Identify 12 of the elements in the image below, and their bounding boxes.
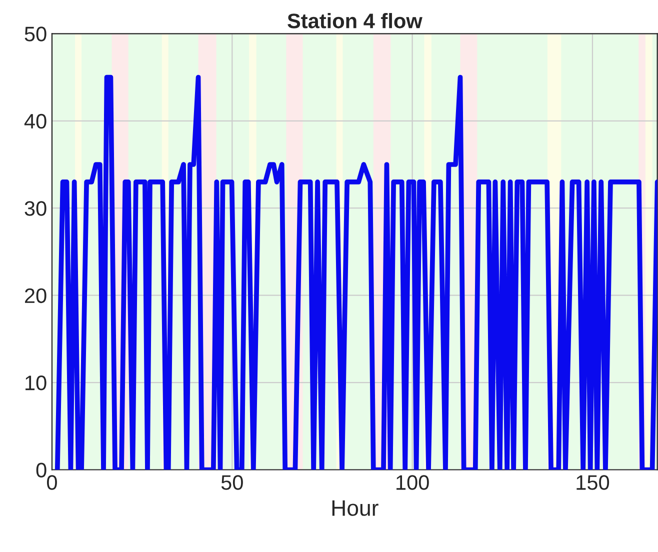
y-tick-label: 40: [24, 114, 46, 129]
x-tick-label: 0: [47, 475, 57, 490]
y-tick-label: 0: [36, 462, 46, 478]
chart-title: Station 4 flow: [288, 13, 422, 28]
y-tick-label: 50: [24, 26, 46, 42]
y-tick-label: 30: [24, 201, 46, 216]
x-tick-label: 50: [221, 475, 243, 490]
y-tick-label: 10: [26, 376, 46, 390]
x-axis-title: Hour: [332, 500, 378, 516]
x-tick-label: 150: [576, 475, 610, 490]
y-tick-label: 20: [25, 288, 46, 304]
x-tick-label: 100: [396, 475, 429, 490]
